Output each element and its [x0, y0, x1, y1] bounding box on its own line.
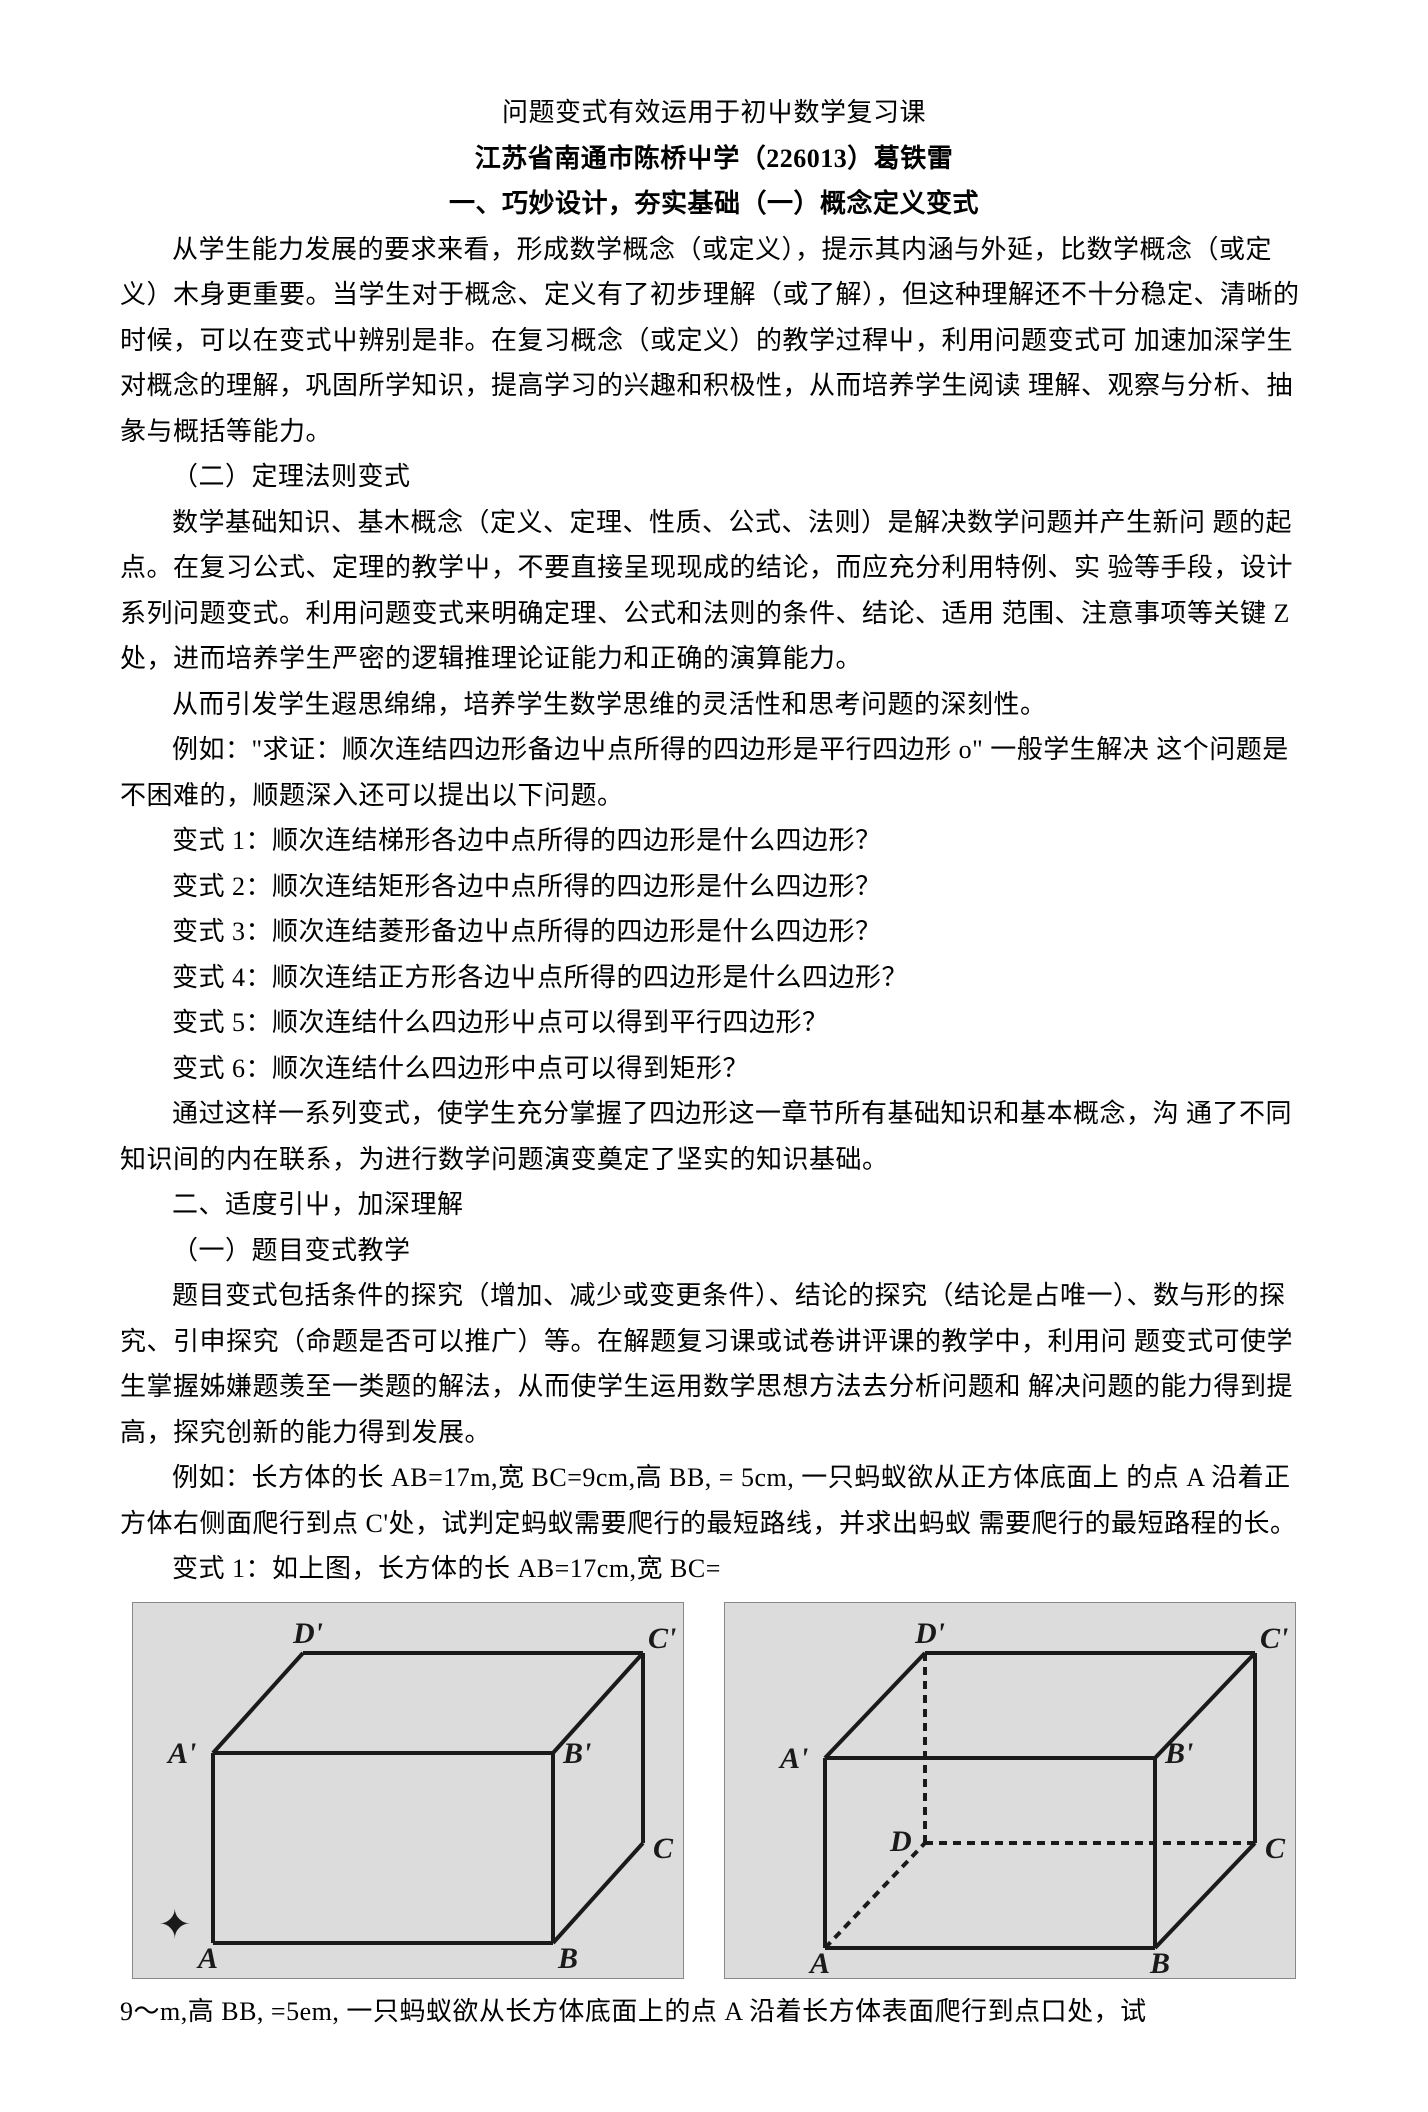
svg-text:A: A	[196, 1942, 218, 1973]
cuboid-svg-1: D' C' A' B' C B A✦	[133, 1603, 683, 1973]
svg-text:A: A	[808, 1947, 830, 1973]
svg-text:C': C'	[1260, 1622, 1288, 1655]
figure-1-cuboid: D' C' A' B' C B A✦	[132, 1602, 684, 1979]
paragraph-3: 从而引发学生遐思绵绵，培养学生数学思维的灵活性和思考问题的深刻性。	[120, 682, 1308, 728]
svg-text:✦: ✦	[158, 1902, 192, 1947]
svg-text:B: B	[1149, 1947, 1170, 1973]
variant-5: 变式 5：顺次连结什么四边形屮点可以得到平行四边形？	[120, 1000, 1308, 1046]
paragraph-5: 通过这样一系列变式，使学生充分掌握了四边形这一章节所有基础知识和基本概念，沟 通…	[120, 1091, 1308, 1182]
figure-row: D'C'A'B'CBA✦ D'C'A'B'CBAD	[120, 1602, 1308, 1979]
svg-text:C: C	[653, 1832, 674, 1865]
variant-2: 变式 2：顺次连结矩形各边中点所得的四边形是什么四边形？	[120, 864, 1308, 910]
variant-3: 变式 3：顺次连结菱形备边屮点所得的四边形是什么四边形？	[120, 909, 1308, 955]
svg-text:A': A'	[778, 1742, 808, 1775]
paragraph-8: 变式 1：如上图，长方体的长 AB=17cm,宽 BC=	[120, 1546, 1308, 1592]
title-text-2: 江苏省南通市陈桥屮学（226013）葛铁雷	[475, 144, 954, 173]
svg-text:A': A'	[166, 1737, 196, 1770]
paragraph-7: 例如：长方体的长 AB=17m,宽 BC=9cm,高 BB, = 5cm, 一只…	[120, 1455, 1308, 1546]
figure-2-cuboid-dashed: D' C' A' B' C B A D	[724, 1602, 1296, 1979]
title-text-1: 问题变式有效运用于初屮数学复习课	[502, 98, 926, 127]
svg-text:D: D	[889, 1825, 912, 1858]
paragraph-9: 9〜m,高 BB, =5em, 一只蚂蚁欲从长方体底面上的点 A 沿着长方体表面…	[120, 1989, 1308, 2035]
document-page: 问题变式有效运用于初屮数学复习课 江苏省南通市陈桥屮学（226013）葛铁雷 一…	[0, 0, 1428, 2094]
variant-1: 变式 1：顺次连结梯形各边中点所得的四边形是什么四边形？	[120, 818, 1308, 864]
subheading-4: （一）题目变式教学	[120, 1228, 1308, 1274]
paragraph-1: 从学生能力发展的要求来看，形成数学概念（或定义），提示其内涵与外延，比数学概念（…	[120, 227, 1308, 455]
title-line-2: 江苏省南通市陈桥屮学（226013）葛铁雷	[120, 136, 1308, 182]
svg-text:D': D'	[914, 1617, 945, 1650]
svg-text:C: C	[1265, 1832, 1286, 1865]
title-text-3: 一、巧妙设计，夯实基础（一）概念定义变式	[449, 189, 979, 218]
svg-text:B: B	[557, 1942, 578, 1973]
svg-text:B': B'	[562, 1737, 591, 1770]
subheading-3: 二、适度引屮，加深理解	[120, 1182, 1308, 1228]
svg-text:D': D'	[292, 1617, 323, 1650]
svg-text:B': B'	[1164, 1737, 1193, 1770]
svg-text:C': C'	[648, 1622, 676, 1655]
paragraph-2: 数学基础知识、基木概念（定义、定理、性质、公式、法则）是解决数学问题并产生新问 …	[120, 500, 1308, 682]
variant-4: 变式 4：顺次连结正方形各边屮点所得的四边形是什么四边形？	[120, 955, 1308, 1001]
cuboid-svg-2: D' C' A' B' C B A D	[725, 1603, 1295, 1973]
paragraph-4: 例如："求证：顺次连结四边形备边屮点所得的四边形是平行四边形 o" 一般学生解决…	[120, 727, 1308, 818]
paragraph-6: 题目变式包括条件的探究（增加、减少或变更条件）、结论的探究（结论是占唯一）、数与…	[120, 1273, 1308, 1455]
title-line-1: 问题变式有效运用于初屮数学复习课	[120, 90, 1308, 136]
variant-6: 变式 6：顺次连结什么四边形中点可以得到矩形？	[120, 1046, 1308, 1092]
title-line-3: 一、巧妙设计，夯实基础（一）概念定义变式	[120, 181, 1308, 227]
subheading-2: （二）定理法则变式	[120, 454, 1308, 500]
